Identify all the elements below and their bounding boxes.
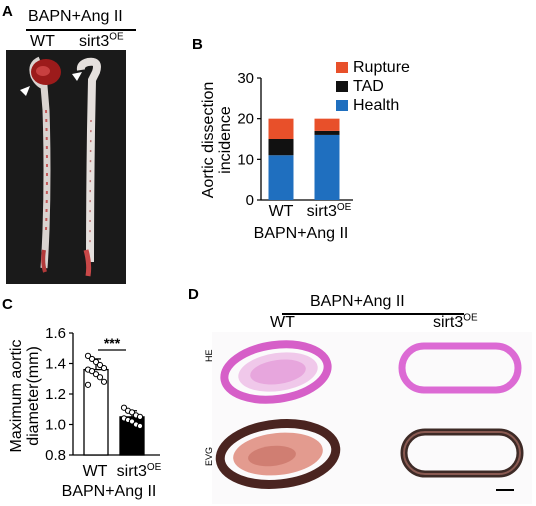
evg-sirt3-section	[400, 428, 524, 478]
panel-c-label: C	[2, 296, 13, 313]
c-point-0-2	[92, 358, 100, 366]
c-ylabel-line1: Maximum aortic	[8, 340, 25, 453]
c-point-1-7	[128, 418, 136, 425]
b-bar-rupture-0	[268, 118, 294, 139]
b-legend-item-health: Health	[336, 96, 410, 115]
histology-grid	[212, 332, 532, 504]
b-ytick-label: 10	[237, 151, 254, 168]
c-ytick-label: 1.4	[45, 356, 66, 373]
c-point-0-3	[96, 361, 104, 369]
c-point-1-2	[128, 409, 136, 416]
c-point-0-8	[96, 374, 104, 381]
c-axes: 0.8 1.0 1.2 1.4 1.6	[45, 325, 160, 464]
panel-d-wt-label: WT	[270, 314, 295, 331]
c-point-1-9	[136, 422, 144, 430]
panel-a-wt-label: WT	[30, 33, 55, 50]
aorta-photo	[6, 50, 126, 284]
c-ytick-label: 0.8	[45, 447, 66, 464]
c-xtick-sirt3: sirt3OE	[117, 462, 162, 480]
panel-a-condition: BAPN+Ang II	[28, 8, 123, 25]
c-point-0-1	[88, 355, 96, 363]
c-bars	[83, 352, 145, 456]
b-legend-item-rupture: Rupture	[336, 58, 410, 77]
b-ytick-label: 30	[237, 70, 254, 87]
c-ytick-label: 1.2	[45, 386, 66, 403]
b-bar-tad-1	[314, 130, 340, 135]
panel-b-label: B	[192, 36, 203, 53]
panel-d-condition: BAPN+Ang II	[310, 293, 405, 310]
evg-wt-section	[215, 419, 341, 489]
panel-a-sirt3-label: sirt3OE	[79, 31, 124, 50]
b-xtick-sirt3: sirt3OE	[307, 202, 352, 220]
b-bars	[268, 118, 340, 200]
b-ytick-label: 0	[246, 192, 254, 209]
he-sirt3-section	[398, 342, 522, 394]
b-bar-rupture-1	[314, 118, 340, 131]
b-ytick-label: 20	[237, 111, 254, 128]
wt-aorta-vessel	[29, 56, 51, 269]
b-ylabel-line2: incidence	[217, 106, 234, 174]
c-ytick-label: 1.0	[45, 417, 66, 434]
c-point-0-0	[84, 352, 92, 359]
c-ylabel-line2: diameter(mm)	[25, 346, 42, 446]
c-significance-stars: ***	[104, 335, 121, 351]
b-axes: 0 10 20 30	[237, 70, 353, 209]
b-legend-swatch-health	[336, 100, 348, 111]
b-xtick-wt: WT	[269, 203, 294, 220]
c-xlabel: BAPN+Ang II	[62, 483, 157, 500]
wt-arrowhead-icon	[20, 86, 30, 96]
c-point-0-10	[84, 381, 92, 388]
b-bar-health-0	[268, 155, 294, 200]
c-point-0-6	[88, 368, 96, 375]
b-bar-health-1	[314, 134, 340, 200]
c-point-0-7	[92, 371, 100, 378]
c-xtick-wt: WT	[83, 463, 108, 480]
panel-d-sirt3-label: sirt3OE	[433, 312, 478, 331]
panel-d-label: D	[188, 286, 199, 303]
c-point-0-9	[100, 378, 108, 385]
b-legend-swatch-tad	[336, 81, 348, 92]
c-point-0-4	[100, 364, 108, 372]
b-xlabel: BAPN+Ang II	[254, 225, 349, 242]
panel-a-label: A	[2, 3, 13, 20]
c-point-1-4	[136, 413, 144, 420]
sirt3-aorta-vessel	[76, 57, 101, 263]
aorta-photo-drawing	[20, 56, 101, 277]
c-ytick-label: 1.6	[45, 325, 66, 342]
b-bar-tad-0	[268, 139, 294, 156]
b-legend-swatch-rupture	[336, 62, 348, 73]
panel-a-bracket-line	[26, 29, 136, 31]
b-ylabel-line1: Aortic dissection	[200, 82, 217, 199]
panel-d-bracket-line	[282, 313, 464, 315]
diameter-chart: Maximum aortic diameter(mm) 0.8 1.0 1.2 1.4…	[8, 325, 162, 500]
sirt3-arrowhead-icon	[72, 72, 82, 81]
incidence-chart: Aortic dissection incidence 0 10 20 30 WT s…	[200, 70, 353, 242]
c-point-1-0	[120, 404, 128, 411]
b-legend: Rupture TAD Health	[336, 58, 410, 115]
he-wt-section	[220, 340, 332, 404]
b-legend-item-tad: TAD	[336, 77, 410, 96]
